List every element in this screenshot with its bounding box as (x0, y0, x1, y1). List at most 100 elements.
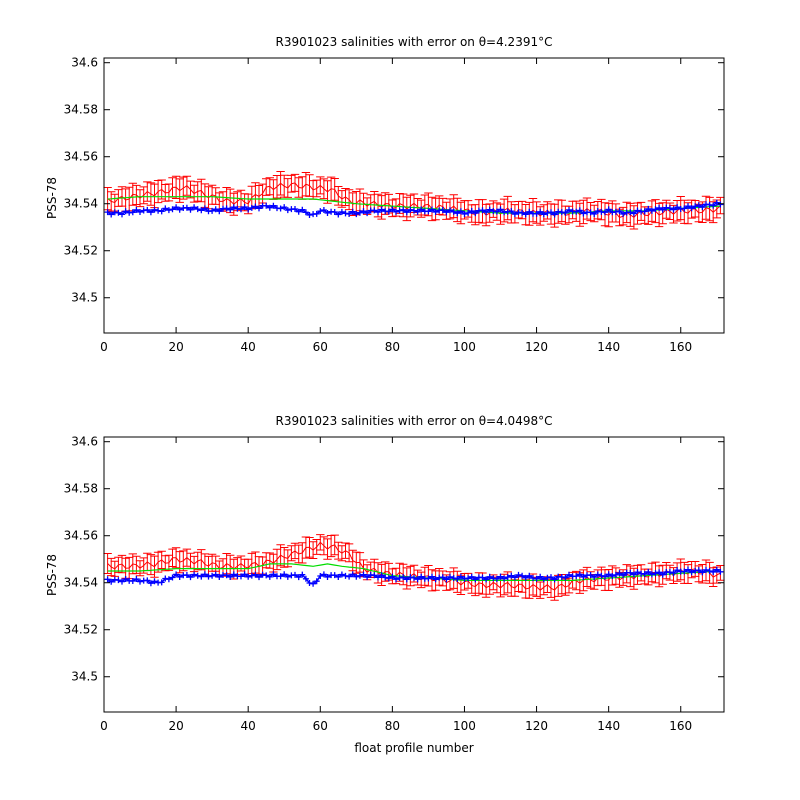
top-float-marker (666, 205, 673, 212)
top-float-marker (465, 209, 472, 216)
bottom-float-marker (238, 573, 244, 580)
top-error-bar (197, 178, 206, 203)
top-float-marker (173, 204, 180, 211)
bottom-float-marker (108, 578, 115, 585)
top-float-marker (198, 207, 205, 214)
bottom-float-marker (540, 576, 547, 583)
bottom-float-marker (356, 572, 363, 579)
top-float-marker (447, 207, 453, 214)
top-float-marker (266, 204, 273, 211)
bottom-float-marker (393, 576, 399, 583)
top-float-marker (270, 202, 277, 209)
bottom-error-bar (171, 547, 181, 569)
top-float-marker (356, 209, 363, 216)
bottom-error-bar (344, 543, 354, 563)
bottom-float-marker (411, 574, 417, 581)
bottom-ytick-label: 34.58 (64, 482, 98, 496)
bottom-panel-ylabel: PSS-78 (45, 554, 59, 596)
top-xtick-label: 100 (453, 340, 476, 354)
bottom-float-marker (230, 571, 237, 578)
bottom-float-marker (551, 576, 558, 583)
bottom-float-marker (566, 571, 572, 578)
bottom-float-marker (201, 571, 208, 578)
top-error-bar (575, 202, 584, 227)
top-error-bar (323, 180, 332, 204)
bottom-float-marker (602, 573, 608, 580)
bottom-float-marker (266, 573, 273, 580)
bottom-float-marker (612, 571, 619, 578)
bottom-float-marker (486, 573, 493, 580)
bottom-float-marker (504, 574, 511, 581)
bottom-ytick-label: 34.56 (64, 529, 98, 543)
top-error-bar (503, 195, 512, 221)
top-xtick-label: 40 (241, 340, 256, 354)
top-float-marker (407, 206, 414, 213)
top-float-marker (519, 209, 526, 216)
top-error-bar (629, 205, 639, 230)
bottom-float-marker (382, 574, 389, 581)
bottom-float-marker (432, 576, 439, 583)
top-float-marker (656, 204, 663, 211)
top-float-marker (659, 206, 666, 213)
top-ytick-label: 34.6 (71, 56, 98, 70)
top-error-bar (658, 202, 667, 225)
top-float-marker (133, 206, 140, 213)
top-float-marker (338, 208, 345, 215)
top-float-marker (612, 208, 619, 215)
top-float-marker (713, 199, 720, 206)
bottom-xtick-label: 40 (241, 719, 256, 733)
top-float-marker (248, 204, 255, 211)
top-float-marker (375, 209, 381, 216)
top-float-marker (493, 208, 500, 215)
bottom-error-bar (164, 554, 174, 571)
top-error-bar (330, 178, 339, 201)
bottom-float-marker (429, 573, 435, 580)
top-error-bar (265, 177, 274, 196)
top-xtick-label: 0 (100, 340, 108, 354)
bottom-float-marker (497, 573, 504, 580)
top-float-marker (129, 209, 136, 216)
bottom-error-bar (579, 569, 588, 592)
top-float-marker (122, 208, 129, 215)
top-float-marker (688, 205, 695, 212)
bottom-xtick-label: 60 (313, 719, 328, 733)
bottom-float-marker (385, 575, 392, 582)
bottom-xtick-label: 100 (453, 719, 476, 733)
top-float-marker (526, 208, 533, 215)
top-panel-title: R3901023 salinities with error on θ=4.23… (276, 35, 553, 49)
bottom-panel-ticks: 0 20 40 60 80 100 120 140 160 34.5 34.52 34.54 34.56… (64, 435, 724, 733)
bottom-float-marker (277, 573, 284, 580)
top-float-marker (137, 209, 143, 215)
top-float-marker (710, 202, 717, 209)
bottom-float-marker (659, 571, 666, 578)
bottom-error-bar (298, 542, 307, 564)
bottom-ytick-label: 34.5 (71, 670, 98, 684)
top-float-marker (324, 210, 331, 216)
top-float-marker (371, 207, 378, 214)
bottom-float-marker (191, 571, 198, 578)
bottom-float-marker (122, 576, 129, 582)
bottom-float-marker (580, 574, 587, 580)
top-float-marker (108, 211, 115, 218)
bottom-float-marker (205, 573, 212, 580)
bottom-float-marker (349, 571, 356, 578)
bottom-ytick-label: 34.54 (64, 576, 98, 590)
bottom-float-marker (194, 572, 201, 579)
bottom-error-bar (319, 536, 329, 556)
bottom-error-bar (330, 534, 339, 556)
top-float-marker (479, 207, 486, 214)
top-float-marker (681, 205, 688, 212)
top-float-marker (508, 208, 515, 215)
bottom-float-marker (605, 571, 612, 578)
bottom-float-marker (526, 572, 533, 579)
top-float-marker (522, 211, 529, 218)
top-float-marker (378, 206, 385, 213)
bottom-ytick-label: 34.52 (64, 623, 98, 637)
top-float-marker (558, 209, 565, 216)
bottom-float-marker (616, 570, 623, 577)
top-float-marker (256, 205, 262, 212)
top-float-marker (457, 208, 464, 215)
top-error-bar (316, 176, 325, 195)
top-xtick-label: 60 (313, 340, 328, 354)
bottom-float-marker (263, 572, 270, 579)
